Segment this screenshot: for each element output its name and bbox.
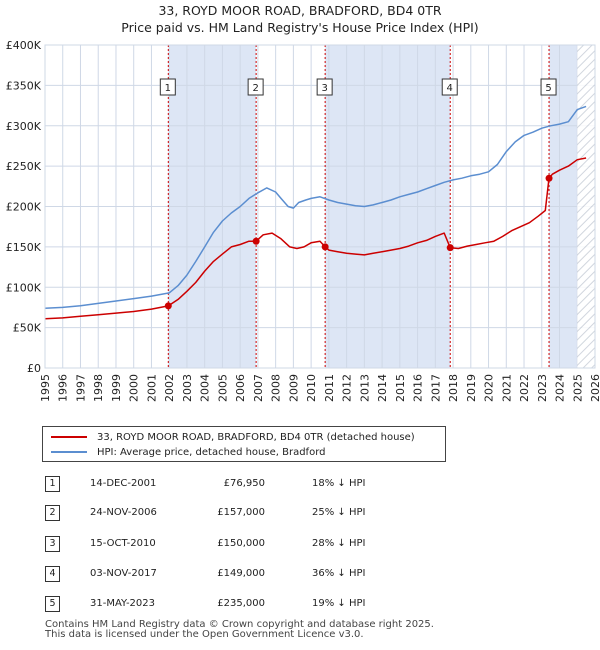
x-tick-label: 2007 — [252, 374, 265, 402]
sale-hpi-diff: 28% ↓ HPI — [312, 538, 366, 549]
x-tick-label: 2011 — [323, 374, 336, 402]
x-tick-label: 2009 — [287, 374, 300, 402]
sale-date: 31-MAY-2023 — [90, 598, 156, 609]
sale-price: £149,000 — [217, 568, 265, 579]
footer: Contains HM Land Registry data © Crown c… — [45, 620, 434, 640]
y-tick-label: £250K — [6, 160, 42, 173]
table-row: 3 15-OCT-2010 £150,000 28% ↓ HPI — [0, 536, 600, 554]
x-tick-label: 2003 — [181, 374, 194, 402]
y-tick-label: £400K — [6, 39, 42, 52]
sale-number-box — [247, 78, 264, 96]
y-tick-label: £300K — [6, 120, 42, 133]
sale-price: £76,950 — [223, 478, 265, 489]
x-tick-label: 1998 — [92, 374, 105, 402]
x-tick-label: 2015 — [394, 374, 407, 402]
x-tick-label: 2014 — [376, 374, 389, 402]
x-tick-label: 2018 — [447, 374, 460, 402]
sale-number-box: 3 — [45, 536, 60, 552]
x-tick-label: 2019 — [465, 374, 478, 402]
sale-point — [446, 244, 454, 252]
sale-hpi-diff: 18% ↓ HPI — [312, 478, 366, 489]
sale-number-label: 1 — [165, 83, 171, 94]
sale-date: 03-NOV-2017 — [90, 568, 157, 579]
sale-price: £157,000 — [217, 507, 265, 518]
x-tick-label: 2005 — [216, 374, 229, 402]
x-tick-label: 2010 — [305, 374, 318, 402]
x-tick-label: 2002 — [163, 374, 176, 402]
sale-hpi-diff: 25% ↓ HPI — [312, 507, 366, 518]
sale-point — [545, 174, 553, 182]
sale-number-label: 2 — [252, 83, 258, 94]
sale-number-box: 4 — [45, 566, 60, 582]
table-row: 4 03-NOV-2017 £149,000 36% ↓ HPI — [0, 566, 600, 584]
table-row: 5 31-MAY-2023 £235,000 19% ↓ HPI — [0, 596, 600, 614]
y-tick-label: £100K — [6, 281, 42, 294]
legend-swatch-price-paid — [51, 436, 87, 438]
x-tick-label: 1999 — [110, 374, 123, 402]
chart-title-line2: Price paid vs. HM Land Registry's House … — [121, 20, 479, 35]
footer-copyright: Contains HM Land Registry data © Crown c… — [45, 619, 434, 630]
x-tick-label: 2022 — [518, 374, 531, 402]
sale-number-box — [441, 78, 458, 96]
x-tick-label: 2026 — [589, 374, 600, 402]
footer-licence: This data is licensed under the Open Gov… — [45, 629, 364, 640]
sale-hpi-diff: 36% ↓ HPI — [312, 568, 366, 579]
x-tick-label: 2004 — [199, 374, 212, 402]
sale-point — [252, 237, 260, 245]
sale-point — [164, 302, 172, 310]
sale-number-label: 3 — [321, 83, 327, 94]
sale-hpi-diff: 19% ↓ HPI — [312, 598, 366, 609]
sale-number-box: 2 — [45, 505, 60, 521]
legend-swatch-hpi — [51, 451, 87, 453]
table-row: 2 24-NOV-2006 £157,000 25% ↓ HPI — [0, 505, 600, 523]
x-tick-label: 2025 — [571, 374, 584, 402]
price-paid-series-line — [44, 157, 587, 320]
sale-point — [321, 243, 329, 251]
hpi-series-line — [44, 105, 587, 309]
y-tick-label: £150K — [6, 241, 42, 254]
y-tick-label: £50K — [13, 322, 42, 335]
sale-number-box — [316, 78, 333, 96]
plot-frame — [44, 44, 596, 369]
x-tick-label: 2023 — [536, 374, 549, 402]
x-tick-label: 2008 — [270, 374, 283, 402]
x-tick-label: 2012 — [341, 374, 354, 402]
y-tick-label: £0 — [27, 362, 41, 375]
forecast-hatch — [577, 45, 595, 368]
x-tick-label: 2020 — [483, 374, 496, 402]
legend-label-price-paid: 33, ROYD MOOR ROAD, BRADFORD, BD4 0TR (d… — [97, 431, 415, 443]
sale-date: 15-OCT-2010 — [90, 538, 156, 549]
sale-price: £235,000 — [217, 598, 265, 609]
y-tick-label: £200K — [6, 201, 42, 214]
legend-item-hpi: HPI: Average price, detached house, Brad… — [51, 445, 325, 459]
x-tick-label: 2006 — [234, 374, 247, 402]
x-tick-label: 2016 — [412, 374, 425, 402]
x-tick-label: 1997 — [74, 374, 87, 402]
legend: 33, ROYD MOOR ROAD, BRADFORD, BD4 0TR (d… — [42, 426, 446, 462]
y-tick-label: £350K — [6, 79, 42, 92]
sale-number-label: 4 — [447, 83, 453, 94]
sale-number-box: 5 — [45, 596, 60, 612]
sale-number-box: 1 — [45, 476, 60, 492]
sale-price: £150,000 — [217, 538, 265, 549]
legend-item-price-paid: 33, ROYD MOOR ROAD, BRADFORD, BD4 0TR (d… — [51, 430, 415, 444]
chart-title-line1: 33, ROYD MOOR ROAD, BRADFORD, BD4 0TR — [158, 3, 442, 18]
sale-date: 14-DEC-2001 — [90, 478, 157, 489]
x-tick-label: 2021 — [500, 374, 513, 402]
legend-label-hpi: HPI: Average price, detached house, Brad… — [97, 446, 326, 458]
x-tick-label: 2000 — [128, 374, 141, 402]
sale-date: 24-NOV-2006 — [90, 507, 157, 518]
x-tick-label: 2017 — [429, 374, 442, 402]
sale-number-box — [159, 78, 176, 96]
x-tick-label: 1996 — [57, 374, 70, 402]
x-tick-label: 2001 — [145, 374, 158, 402]
sale-number-box — [540, 78, 557, 96]
price-chart: 1 2 3 4 5 £0 £50K £100K £150K £200K £250K £300K £35… — [6, 39, 600, 402]
x-tick-label: 2024 — [554, 374, 567, 402]
sale-number-label: 5 — [545, 83, 551, 94]
x-tick-label: 1995 — [39, 374, 52, 402]
x-tick-label: 2013 — [358, 374, 371, 402]
table-row: 1 14-DEC-2001 £76,950 18% ↓ HPI — [0, 476, 600, 494]
